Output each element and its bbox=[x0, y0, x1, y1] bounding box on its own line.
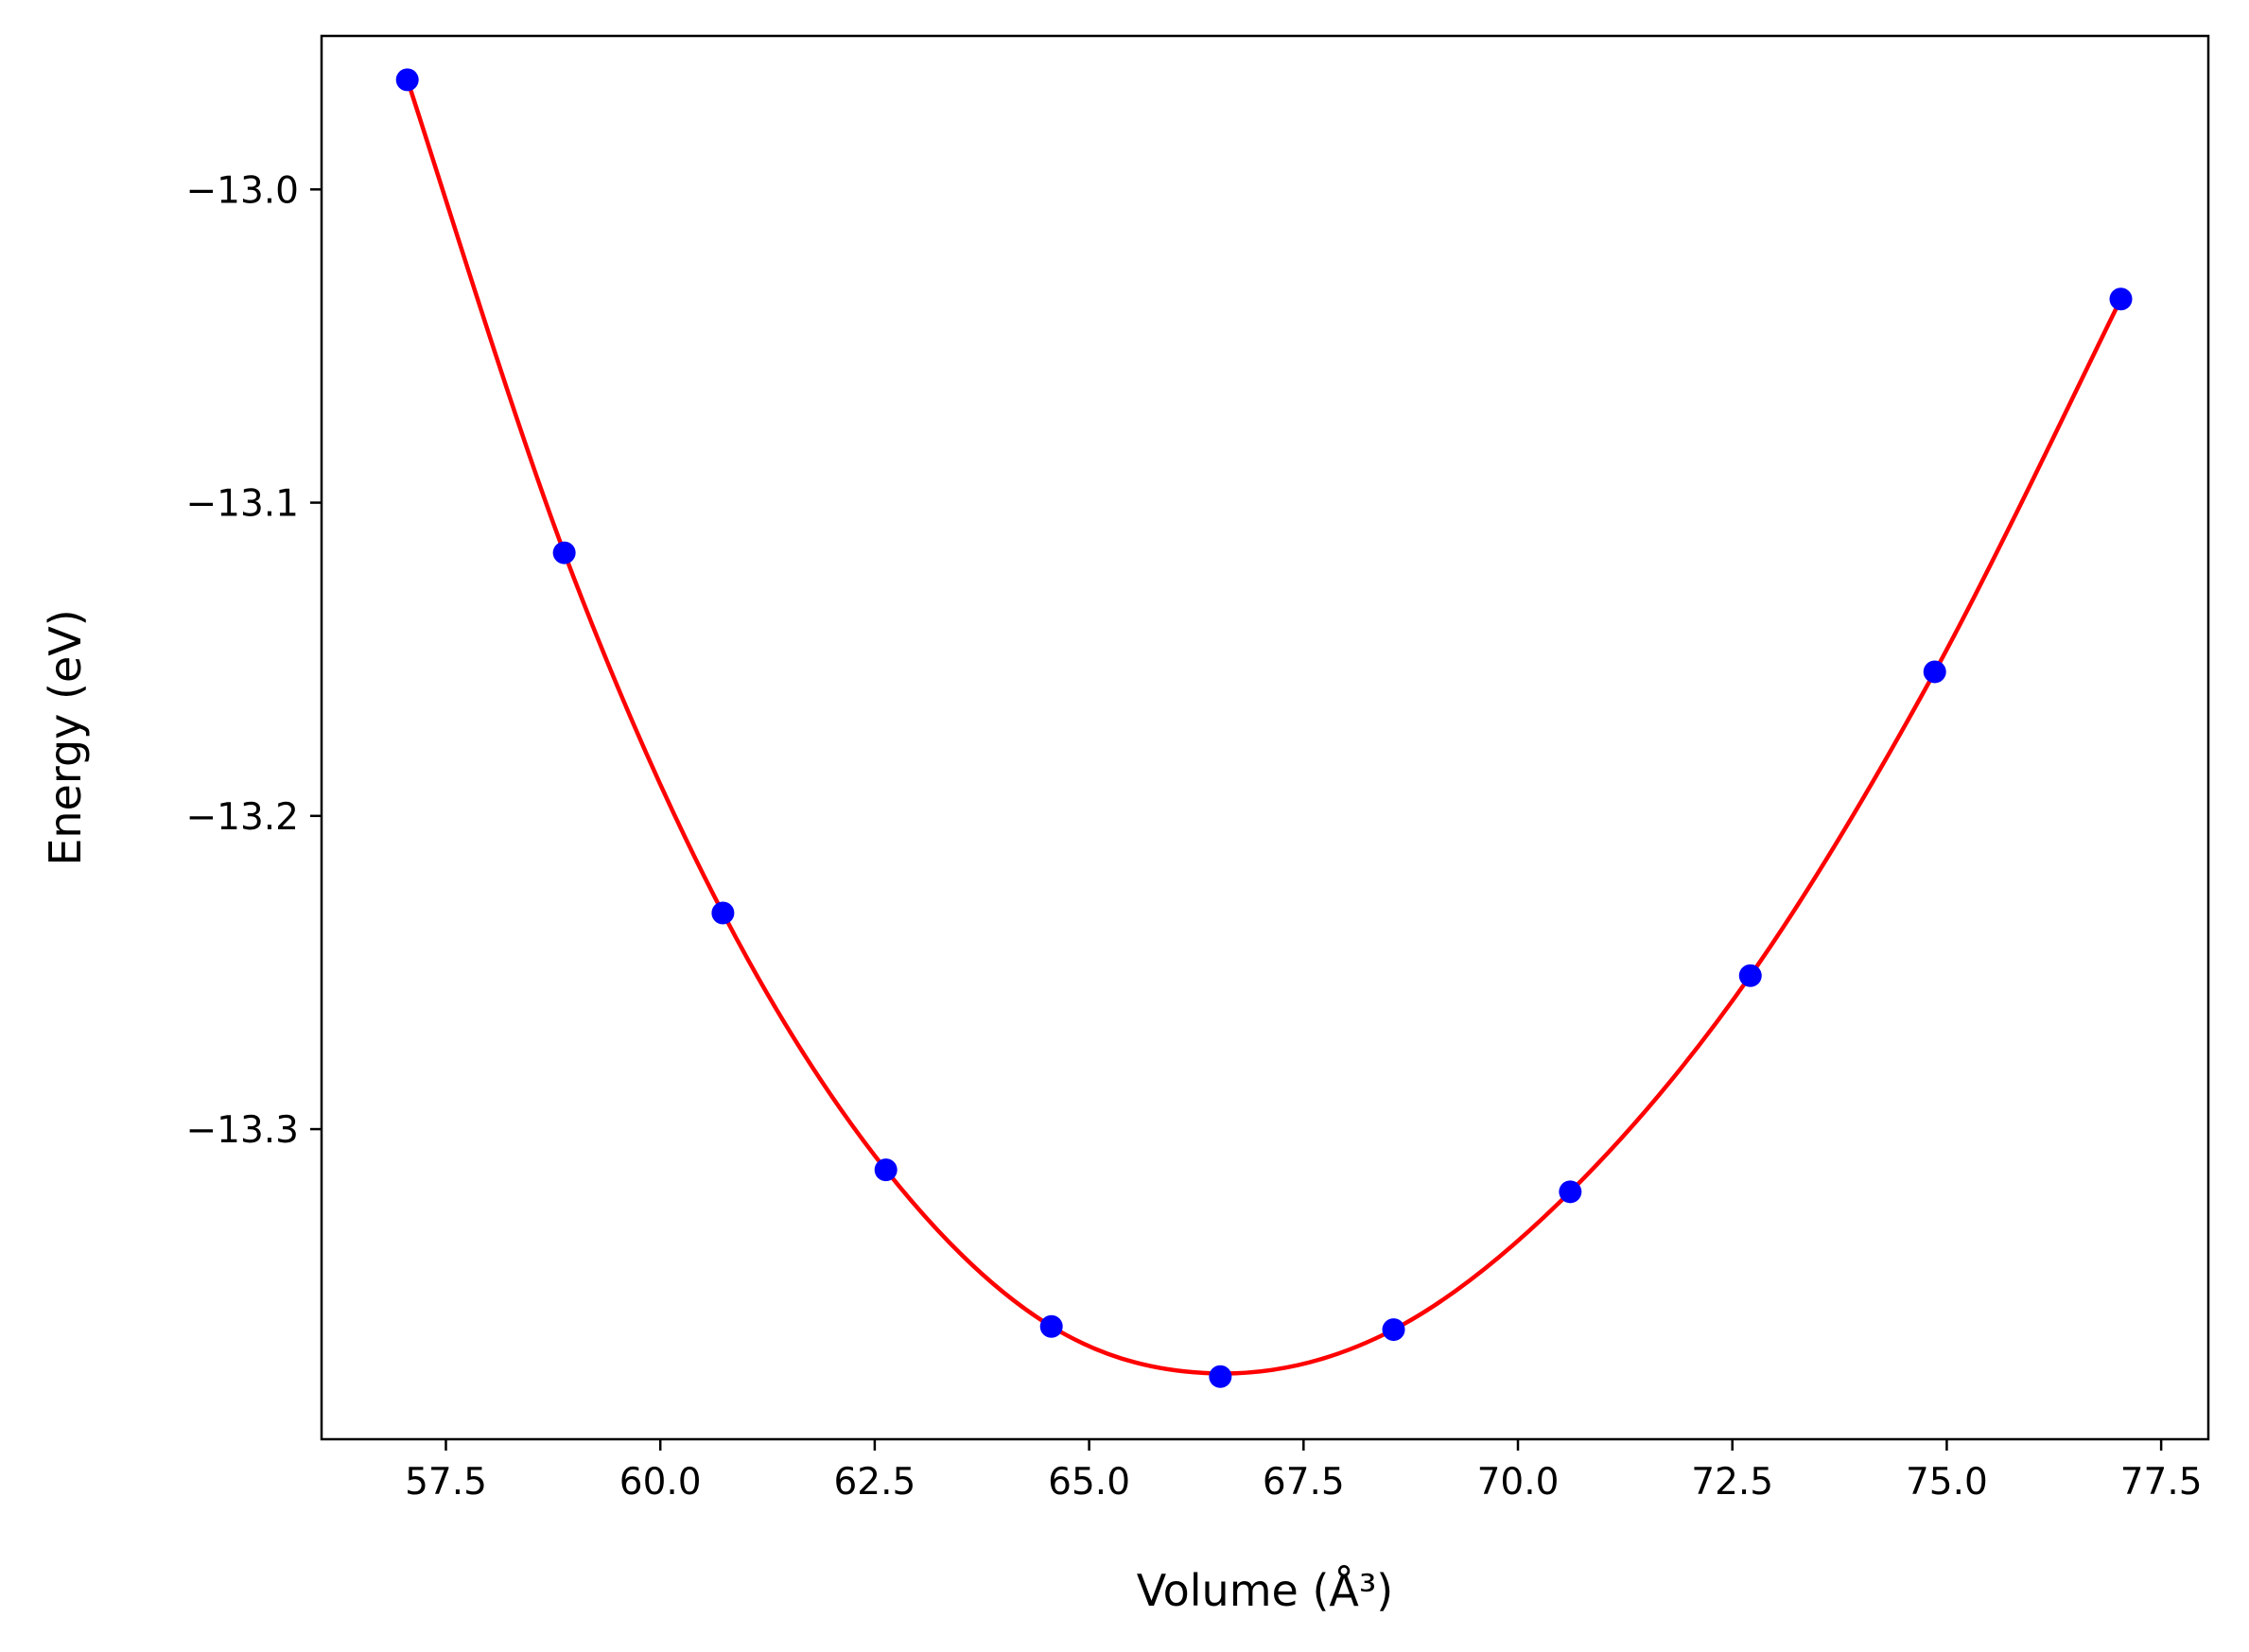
data-point bbox=[874, 1158, 898, 1182]
data-point bbox=[395, 68, 419, 92]
axes-frame bbox=[320, 34, 2210, 1441]
x-tick-label: 60.0 bbox=[619, 1461, 702, 1504]
plot-area bbox=[395, 68, 2133, 1388]
y-axis-label: Energy (eV) bbox=[40, 609, 91, 865]
data-point bbox=[1382, 1318, 1405, 1342]
y-tick-label: −13.2 bbox=[185, 796, 299, 839]
data-point bbox=[1209, 1365, 1232, 1388]
data-point bbox=[552, 541, 576, 565]
y-tick-label: −13.3 bbox=[185, 1109, 299, 1152]
x-axis-label: Volume (Å³) bbox=[1137, 1565, 1394, 1616]
x-tick-label: 72.5 bbox=[1691, 1461, 1773, 1504]
data-point bbox=[2109, 287, 2133, 311]
data-point bbox=[1738, 964, 1762, 987]
y-tick-label: −13.0 bbox=[185, 169, 299, 212]
y-tick-label: −13.1 bbox=[185, 483, 299, 526]
data-point bbox=[1039, 1314, 1063, 1338]
y-axis-ticks: −13.0 −13.1 −13.2 −13.3 bbox=[185, 169, 322, 1152]
x-tick-label: 70.0 bbox=[1477, 1461, 1560, 1504]
x-tick-label: 77.5 bbox=[2120, 1461, 2203, 1504]
x-tick-label: 75.0 bbox=[1906, 1461, 1988, 1504]
x-tick-label: 67.5 bbox=[1263, 1461, 1345, 1504]
data-point bbox=[711, 901, 735, 925]
x-tick-label: 62.5 bbox=[833, 1461, 915, 1504]
data-point bbox=[1923, 660, 1946, 684]
x-tick-label: 57.5 bbox=[405, 1461, 487, 1504]
data-point bbox=[1559, 1180, 1582, 1204]
x-axis-ticks: 57.5 60.0 62.5 65.0 67.5 70.0 72.5 75.0 77.5 bbox=[405, 1439, 2203, 1504]
x-tick-label: 65.0 bbox=[1048, 1461, 1130, 1504]
